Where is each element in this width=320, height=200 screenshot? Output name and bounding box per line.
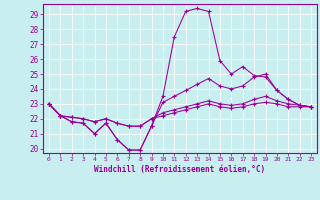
X-axis label: Windchill (Refroidissement éolien,°C): Windchill (Refroidissement éolien,°C) xyxy=(94,165,266,174)
